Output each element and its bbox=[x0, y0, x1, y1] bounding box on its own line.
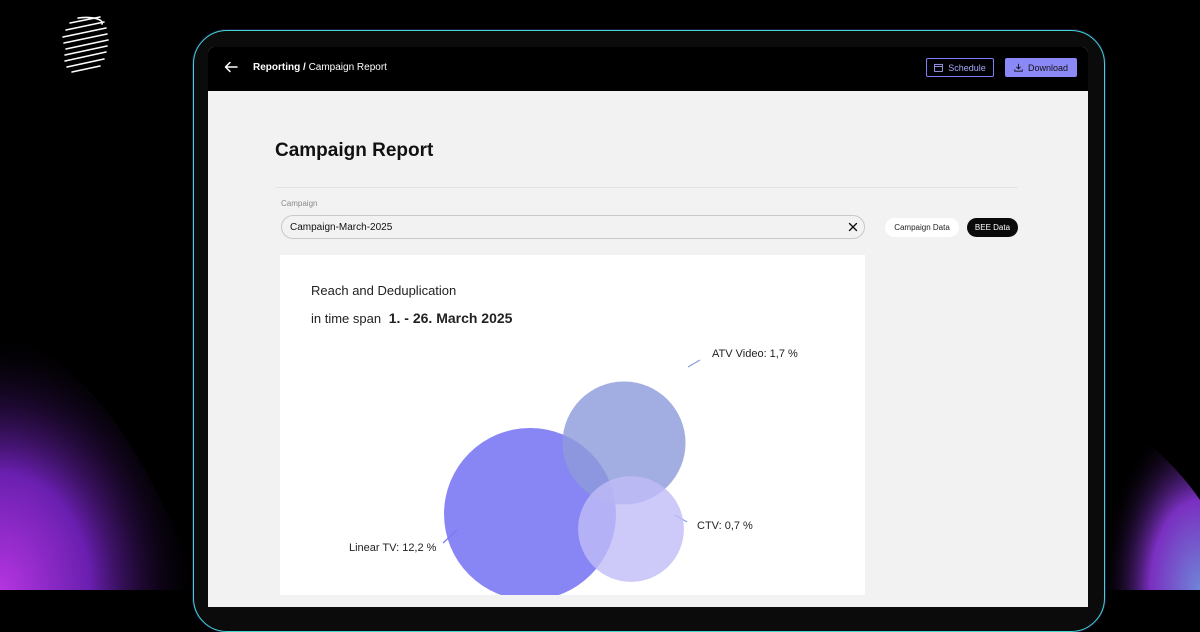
page-title: Campaign Report bbox=[275, 140, 434, 161]
download-icon bbox=[1014, 63, 1023, 72]
back-arrow-icon[interactable] bbox=[223, 59, 239, 75]
venn-chart: ATV Video: 1,7 % CTV: 0,7 % Linear TV: 1… bbox=[349, 348, 798, 595]
ctv-label: CTV: 0,7 % bbox=[697, 520, 753, 532]
breadcrumb: Reporting / Campaign Report bbox=[253, 62, 387, 73]
campaign-field-label: Campaign bbox=[281, 199, 318, 208]
schedule-button[interactable]: Schedule bbox=[926, 58, 994, 77]
breadcrumb-root[interactable]: Reporting / bbox=[253, 62, 306, 73]
toggle-campaign-data[interactable]: Campaign Data bbox=[885, 218, 959, 237]
clear-icon[interactable] bbox=[848, 222, 858, 232]
section-divider bbox=[276, 187, 1018, 188]
atv-video-circle bbox=[562, 381, 686, 505]
schedule-label: Schedule bbox=[948, 62, 986, 73]
ctv-circle bbox=[578, 476, 684, 582]
top-bar: Reporting / Campaign Report Schedule Dow… bbox=[208, 47, 1088, 91]
toggle-bee-data[interactable]: BEE Data bbox=[967, 218, 1018, 237]
atv-video-leader-line bbox=[687, 359, 701, 368]
linear-tv-label: Linear TV: 12,2 % bbox=[349, 542, 437, 554]
background-glow bbox=[0, 330, 1200, 590]
chart-subtitle-prefix: in time span bbox=[311, 311, 382, 326]
brand-logo bbox=[62, 16, 109, 73]
campaign-input[interactable] bbox=[281, 215, 865, 239]
download-button[interactable]: Download bbox=[1005, 58, 1077, 77]
app-screen: Reporting / Campaign Report Schedule Dow… bbox=[208, 47, 1088, 607]
calendar-icon bbox=[934, 63, 944, 72]
chart-card: Reach and Deduplication in time span 1. … bbox=[280, 255, 865, 595]
atv-video-label: ATV Video: 1,7 % bbox=[712, 348, 798, 360]
chart-subtitle: in time span 1. - 26. March 2025 bbox=[311, 310, 512, 326]
chart-title: Reach and Deduplication bbox=[311, 283, 457, 298]
breadcrumb-current: Campaign Report bbox=[308, 62, 387, 73]
chart-subtitle-range: 1. - 26. March 2025 bbox=[388, 310, 513, 326]
download-label: Download bbox=[1027, 62, 1069, 73]
